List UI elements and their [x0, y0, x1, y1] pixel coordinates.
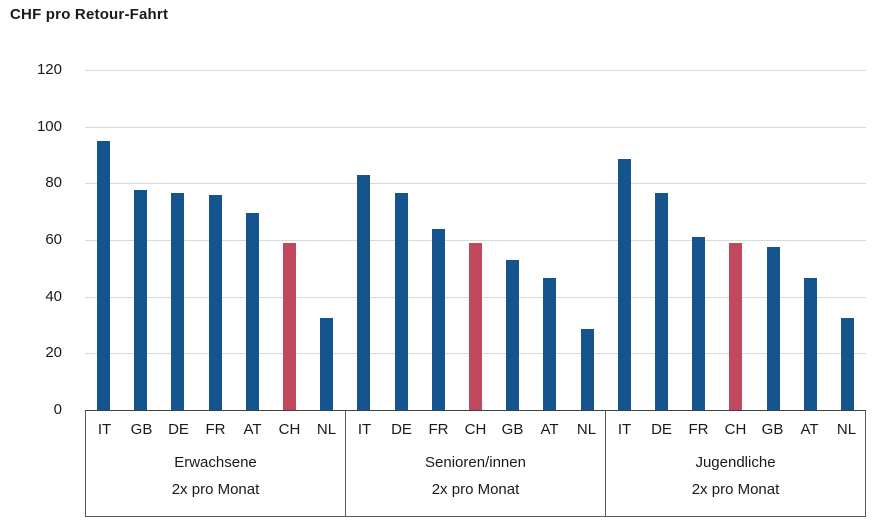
gridline	[85, 240, 866, 241]
country-label-row: IT GB DE FR AT CH NL	[86, 411, 345, 438]
bar-group	[606, 70, 866, 410]
bar-slot	[531, 70, 568, 410]
bar-slot	[234, 70, 271, 410]
bar-fr	[692, 237, 706, 410]
bar-slot	[345, 70, 382, 410]
country-label-row: IT DE FR CH GB AT NL	[606, 411, 865, 438]
bar-nl	[580, 329, 594, 410]
bar-slot	[643, 70, 680, 410]
bar-de	[171, 193, 185, 410]
bar-slot	[829, 70, 866, 410]
category-label: NL	[316, 421, 337, 438]
bar-slot	[85, 70, 122, 410]
bar-slot	[494, 70, 531, 410]
category-label: FR	[428, 421, 449, 438]
bar-slot	[271, 70, 308, 410]
category-label: FR	[205, 421, 226, 438]
category-group-cell: IT DE FR CH GB AT NL Senioren/innen 2x pro Monat	[345, 411, 605, 516]
y-tick-label: 20	[45, 344, 62, 362]
bar-slot	[792, 70, 829, 410]
group-label: Senioren/innen 2x pro Monat	[346, 449, 605, 503]
y-tick-label: 100	[36, 117, 62, 135]
bar-slot	[680, 70, 717, 410]
category-label: NL	[576, 421, 597, 438]
bar-at	[803, 278, 817, 410]
gridline	[85, 183, 866, 185]
y-tick-label: 80	[45, 174, 62, 192]
bar-slot	[122, 70, 159, 410]
gridline	[85, 126, 866, 128]
bar-slot	[420, 70, 457, 410]
category-label: IT	[97, 421, 112, 438]
group-label-line1: Senioren/innen	[425, 454, 526, 471]
bar-nl	[320, 317, 334, 410]
bar-it	[617, 159, 631, 410]
bar-it	[357, 174, 371, 410]
bar-gb	[766, 247, 780, 410]
bar-slot	[717, 70, 754, 410]
country-label-row: IT DE FR CH GB AT NL	[346, 411, 605, 438]
bar-de	[394, 193, 408, 410]
bar-slot	[383, 70, 420, 410]
category-label: AT	[243, 421, 262, 438]
category-label: IT	[617, 421, 632, 438]
category-label: AT	[800, 421, 819, 438]
bar-gb	[506, 259, 520, 410]
bar-gb	[134, 190, 148, 410]
group-label-line2: 2x pro Monat	[691, 481, 780, 498]
bar-ch	[468, 242, 482, 410]
category-label: DE	[168, 421, 189, 438]
group-label-line1: Jugendliche	[695, 454, 776, 471]
bar-ch	[283, 242, 297, 410]
bar-de	[654, 193, 668, 410]
chart-title: CHF pro Retour-Fahrt	[10, 6, 169, 23]
category-label: DE	[391, 421, 412, 438]
bar-nl	[840, 317, 854, 410]
bar-group	[345, 70, 605, 410]
bar-fr	[431, 228, 445, 410]
category-label: DE	[651, 421, 672, 438]
category-label: CH	[464, 421, 487, 438]
y-tick-label: 120	[36, 61, 62, 78]
bar-at	[245, 213, 259, 410]
bar-slot	[197, 70, 234, 410]
category-group-cell: IT GB DE FR AT CH NL Erwachsene 2x pro Monat	[86, 411, 345, 516]
bar-slot	[606, 70, 643, 410]
y-tick-label: 0	[53, 401, 62, 418]
category-label: FR	[688, 421, 709, 438]
group-label-line1: Erwachsene	[174, 454, 257, 471]
group-label: Erwachsene 2x pro Monat	[86, 449, 345, 503]
plot-area	[85, 70, 866, 410]
bar-slot	[457, 70, 494, 410]
y-axis: 0 20 40 60 80 100 120	[0, 0, 62, 525]
category-label: NL	[836, 421, 857, 438]
bar-slot	[308, 70, 345, 410]
category-group-cell: IT DE FR CH GB AT NL Jugendliche 2x pro Monat	[605, 411, 865, 516]
group-label: Jugendliche 2x pro Monat	[606, 449, 865, 503]
category-label: CH	[278, 421, 301, 438]
bar-it	[97, 140, 111, 410]
category-label: CH	[724, 421, 747, 438]
group-label-line2: 2x pro Monat	[171, 481, 260, 498]
category-label: IT	[357, 421, 372, 438]
bar-at	[543, 278, 557, 410]
bar-slot	[568, 70, 605, 410]
category-label: AT	[540, 421, 559, 438]
gridline	[85, 70, 866, 71]
category-label: GB	[501, 421, 524, 438]
y-tick-label: 60	[45, 231, 62, 248]
category-label: GB	[130, 421, 153, 438]
bar-fr	[208, 194, 222, 410]
bars-row	[85, 70, 866, 410]
group-label-line2: 2x pro Monat	[431, 481, 520, 498]
bar-group	[85, 70, 345, 410]
bar-slot	[754, 70, 791, 410]
bar-ch	[729, 242, 743, 410]
bar-slot	[159, 70, 196, 410]
category-box: IT GB DE FR AT CH NL Erwachsene 2x pro Monat IT DE…	[85, 410, 866, 517]
category-label: GB	[761, 421, 784, 438]
y-tick-label: 40	[45, 287, 62, 305]
